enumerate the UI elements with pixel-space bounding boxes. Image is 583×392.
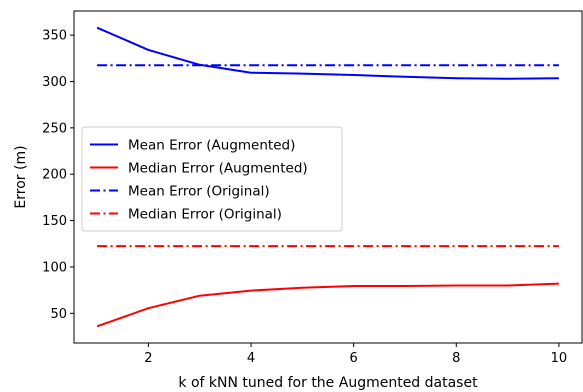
series-layer (96, 26, 559, 328)
plot-frame (73, 10, 583, 344)
y-tick-label: 200 (42, 168, 67, 183)
y-axis-ticks: 50 100 150 200 250 300 350 (42, 29, 74, 322)
legend: Mean Error (Augmented) Median Error (Augm… (81, 126, 343, 232)
x-tick-label: 10 (551, 351, 568, 366)
y-tick-label: 300 (42, 75, 67, 90)
legend-box (81, 126, 343, 232)
y-axis-label: Error (m) (13, 145, 29, 208)
y-tick-label: 350 (42, 29, 67, 44)
x-tick-label: 4 (247, 351, 255, 366)
y-tick-label: 100 (42, 260, 67, 275)
legend-label: Median Error (Original) (128, 207, 282, 223)
x-tick-label: 2 (144, 351, 152, 366)
y-tick-label: 250 (42, 121, 67, 136)
x-tick-label: 8 (452, 351, 460, 366)
x-axis-ticks: 2 4 6 8 10 (144, 343, 567, 366)
legend-label: Mean Error (Augmented) (128, 138, 295, 154)
y-tick-label: 150 (42, 214, 67, 229)
series-line-2 (96, 282, 559, 328)
legend-label: Median Error (Augmented) (128, 161, 308, 177)
x-axis-label: k of kNN tuned for the Augmented dataset (178, 375, 478, 391)
series-line-1 (96, 26, 559, 80)
y-tick-label: 50 (50, 307, 67, 322)
x-tick-label: 6 (350, 351, 358, 366)
legend-label: Mean Error (Original) (128, 184, 270, 200)
